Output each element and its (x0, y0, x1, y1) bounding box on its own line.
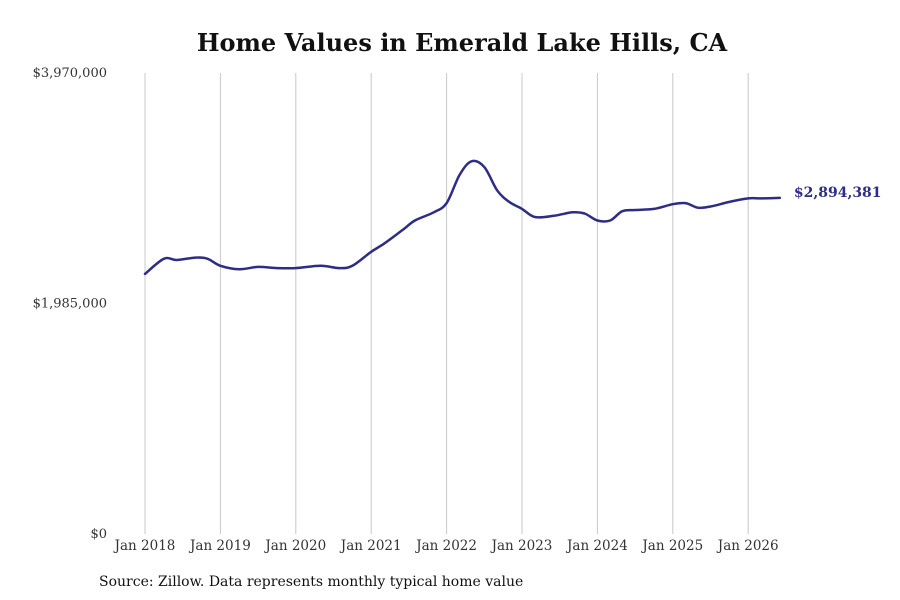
x-tick-label: Jan 2020 (263, 538, 326, 554)
y-tick-label: $1,985,000 (33, 297, 107, 312)
x-tick-label: Jan 2021 (339, 538, 402, 554)
end-value-label: $2,894,381 (794, 185, 882, 201)
home-value-line (143, 159, 782, 276)
x-tick-label: Jan 2024 (565, 538, 628, 554)
chart-title: Home Values in Emerald Lake Hills, CA (196, 28, 728, 57)
x-axis-ticks: Jan 2018 Jan 2019 Jan 2020 Jan 2021 Jan 2022… (113, 538, 779, 554)
x-tick-label: Jan 2026 (716, 538, 779, 554)
x-tick-label: Jan 2025 (640, 538, 703, 554)
x-tick-label: Jan 2022 (414, 538, 477, 554)
grid-lines (144, 73, 749, 534)
x-tick-label: Jan 2023 (490, 538, 553, 554)
line-chart: $3,970,000$1,985,000$0 Jan 2018 Jan 2019 J… (33, 66, 882, 554)
y-tick-label: $0 (90, 527, 107, 542)
y-axis-ticks: $3,970,000 $1,985,000 $0 (33, 66, 107, 542)
x-tick-label: Jan 2018 (113, 538, 176, 554)
series-layer: $2,894,381 (143, 159, 882, 276)
source-note: Source: Zillow. Data represents monthly … (99, 574, 524, 590)
x-tick-label: Jan 2019 (188, 538, 251, 554)
y-tick-label: $3,970,000 (33, 66, 107, 81)
